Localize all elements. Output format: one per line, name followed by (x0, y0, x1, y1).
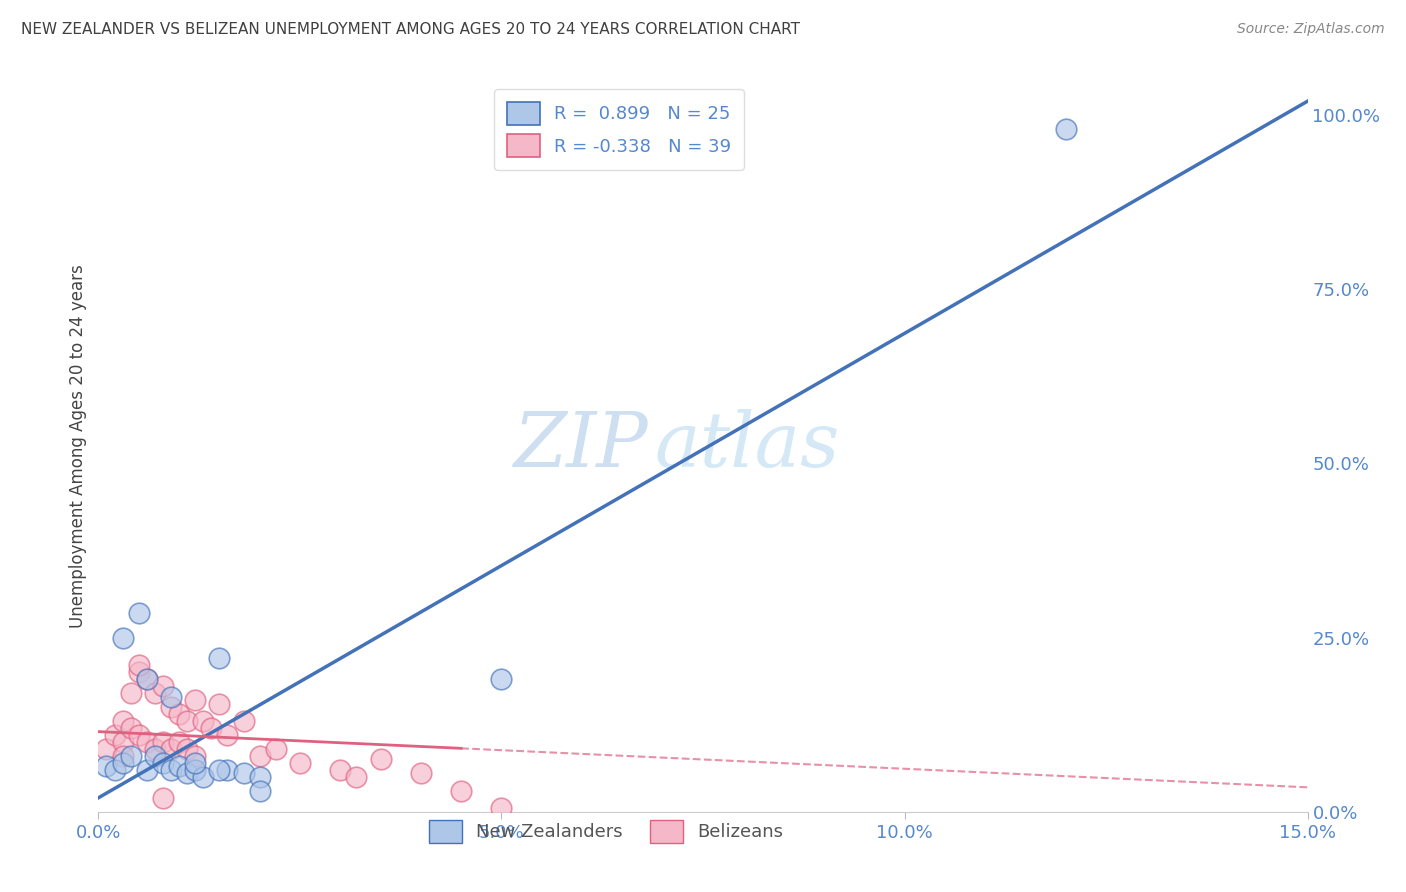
Point (135, 735, 157, 749)
Text: Source: ZipAtlas.com: Source: ZipAtlas.com (1237, 22, 1385, 37)
Point (128, 728, 150, 742)
Point (193, 770, 215, 784)
Point (128, 658, 150, 673)
Point (128, 665, 150, 680)
Point (111, 631, 134, 645)
Point (344, 770, 367, 784)
Point (184, 693, 207, 707)
Y-axis label: Unemployment Among Ages 20 to 24 years: Unemployment Among Ages 20 to 24 years (69, 264, 87, 628)
Point (120, 749, 142, 764)
Point (160, 742, 183, 756)
Point (152, 735, 174, 749)
Point (370, 752, 392, 766)
Point (135, 673, 157, 687)
Point (264, 742, 287, 756)
Point (232, 766, 254, 780)
Point (111, 749, 134, 764)
Point (176, 742, 198, 756)
Point (96, 759, 118, 773)
Point (135, 673, 157, 687)
Point (152, 756, 174, 770)
Point (491, 673, 513, 687)
Point (184, 749, 207, 764)
Point (111, 756, 134, 770)
Point (103, 763, 125, 777)
Text: ZIP: ZIP (515, 409, 648, 483)
Point (232, 714, 254, 728)
Point (249, 784, 271, 798)
Point (160, 690, 183, 704)
Point (120, 686, 142, 700)
Point (249, 770, 271, 784)
Point (143, 742, 166, 756)
Point (152, 790, 174, 805)
Point (176, 766, 198, 780)
Point (111, 714, 134, 728)
Legend: New Zealanders, Belizeans: New Zealanders, Belizeans (422, 813, 790, 850)
Point (152, 679, 174, 693)
Point (184, 763, 207, 777)
Text: atlas: atlas (655, 409, 839, 483)
Point (135, 763, 157, 777)
Point (217, 763, 239, 777)
Point (208, 763, 231, 777)
Point (329, 763, 352, 777)
Point (103, 728, 125, 742)
Point (128, 606, 150, 620)
Text: NEW ZEALANDER VS BELIZEAN UNEMPLOYMENT AMONG AGES 20 TO 24 YEARS CORRELATION CHA: NEW ZEALANDER VS BELIZEAN UNEMPLOYMENT A… (21, 22, 800, 37)
Point (143, 686, 166, 700)
Point (96, 742, 118, 756)
Point (167, 707, 190, 722)
Point (111, 735, 134, 749)
Point (167, 759, 190, 773)
Point (120, 721, 142, 735)
Point (208, 651, 231, 665)
Point (1054, 122, 1077, 136)
Point (176, 714, 198, 728)
Point (160, 763, 183, 777)
Point (143, 749, 166, 764)
Point (491, 801, 513, 815)
Point (208, 697, 231, 711)
Point (200, 721, 222, 735)
Point (193, 714, 215, 728)
Point (249, 749, 271, 764)
Point (288, 756, 311, 770)
Point (409, 766, 432, 780)
Point (160, 700, 183, 714)
Point (167, 735, 190, 749)
Point (217, 728, 239, 742)
Point (450, 784, 472, 798)
Point (184, 756, 207, 770)
